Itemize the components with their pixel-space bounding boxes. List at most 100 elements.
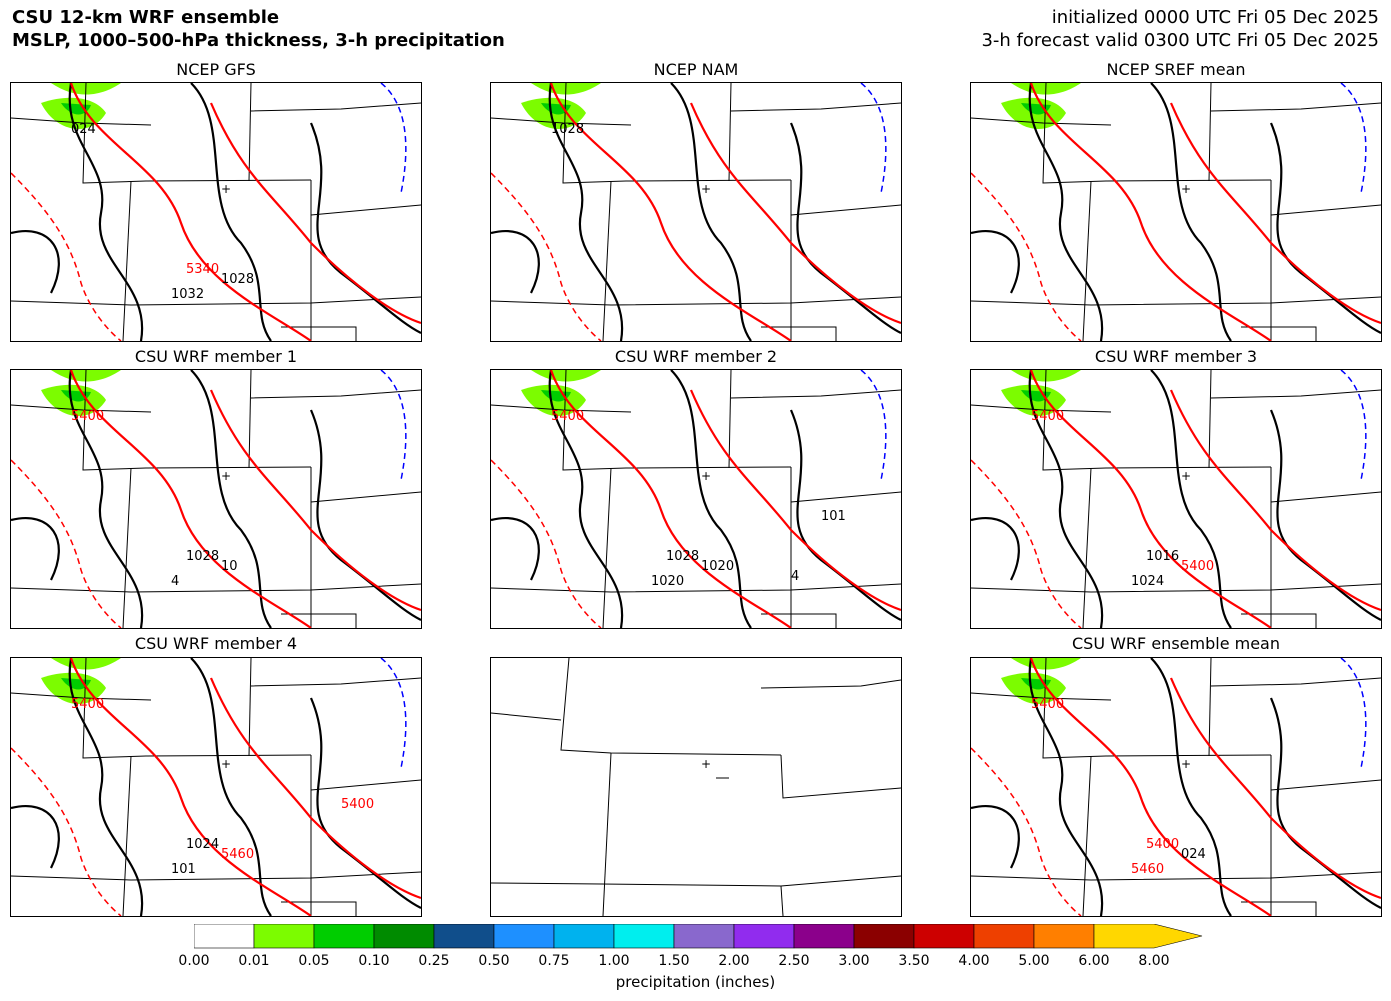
state-border — [602, 467, 612, 628]
thickness-contour-dashed — [11, 172, 122, 341]
mslp-contour — [68, 658, 144, 916]
contour-label: 5400 — [1031, 409, 1064, 424]
state-border — [1241, 901, 1317, 916]
thickness-540-contour — [380, 370, 407, 481]
state-border — [761, 613, 837, 628]
station-marker: + — [221, 182, 231, 196]
state-border — [1241, 326, 1317, 341]
precip-area — [541, 103, 571, 115]
station-marker: + — [1181, 469, 1191, 483]
thickness-contour-dashed — [491, 172, 602, 341]
thickness-contour — [1029, 658, 1272, 916]
state-border — [730, 102, 901, 112]
state-border — [11, 583, 421, 593]
state-border — [1210, 677, 1381, 687]
state-border — [248, 658, 252, 757]
map-panel: +5400 1028 4 10 — [10, 369, 422, 629]
mslp-contour — [1150, 658, 1232, 916]
thickness-contour — [209, 389, 421, 612]
colorbar-tick-label: 6.00 — [1078, 953, 1110, 969]
state-border — [281, 901, 357, 916]
colorbar-swatch — [793, 923, 855, 949]
station-marker: + — [1181, 182, 1191, 196]
colorbar-tick-label: 3.50 — [898, 953, 930, 969]
state-border — [1082, 755, 1092, 916]
state-border — [122, 180, 132, 341]
thickness-contour-dashed — [491, 459, 602, 628]
state-border — [1210, 102, 1381, 112]
colorbar-swatch — [973, 923, 1035, 949]
map-panel: +024 5340 1032 1028 — [10, 82, 422, 342]
mslp-contour — [11, 230, 60, 294]
figure-subtitle: MSLP, 1000–500-hPa thickness, 3-h precip… — [12, 30, 505, 51]
state-border — [790, 204, 901, 216]
state-border — [1270, 491, 1381, 503]
mslp-contour — [1269, 697, 1381, 909]
state-border — [1210, 389, 1381, 399]
map-panel: +5400 5400 5460 024 — [970, 657, 1382, 917]
thickness-contour — [209, 102, 421, 325]
colorbar-swatch — [493, 923, 555, 949]
colorbar-tick-label: 0.05 — [298, 953, 330, 969]
state-border — [491, 404, 632, 413]
thickness-540-contour — [380, 658, 407, 769]
state-border — [11, 692, 152, 701]
colorbar-tick-label: 1.50 — [658, 953, 690, 969]
thickness-contour-dashed — [11, 747, 122, 916]
mslp-contour — [491, 517, 540, 581]
precip-area — [1021, 678, 1051, 690]
thickness-contour — [1169, 677, 1381, 900]
colorbar-tick-label: 4.00 — [958, 953, 990, 969]
state-border — [1208, 83, 1212, 182]
colorbar-tick-label: 5.00 — [1018, 953, 1050, 969]
state-border — [11, 871, 421, 881]
mslp-contour — [309, 409, 421, 621]
state-border — [562, 83, 792, 184]
mslp-contour — [1028, 83, 1104, 341]
state-border — [730, 389, 901, 399]
colorbar-svg — [193, 923, 1203, 949]
contour-label: 1020 — [701, 559, 734, 574]
state-border — [728, 370, 732, 469]
state-border — [780, 754, 901, 799]
colorbar-tick-label: 0.50 — [478, 953, 510, 969]
state-border — [491, 583, 901, 593]
station-marker: + — [221, 469, 231, 483]
state-border — [310, 204, 421, 216]
thickness-contour — [549, 83, 792, 341]
map-panel: + — [970, 82, 1382, 342]
state-border — [1270, 779, 1381, 791]
thickness-contour — [1029, 370, 1272, 628]
state-border — [491, 875, 901, 887]
panel-title: CSU WRF ensemble mean — [1071, 634, 1280, 653]
station-marker: + — [701, 757, 711, 771]
mslp-contour — [190, 370, 272, 628]
mslp-contour — [670, 370, 752, 628]
state-border — [971, 583, 1381, 593]
map-panel: +5400 1028 1020 1020 101 4 — [490, 369, 902, 629]
thickness-contour-dashed — [971, 172, 1082, 341]
state-border — [761, 326, 837, 341]
panel-title: CSU WRF member 4 — [134, 634, 298, 653]
state-border — [248, 370, 252, 469]
contour-label: 5400 — [71, 409, 104, 424]
colorbar-tick-label: 0.75 — [538, 953, 570, 969]
thickness-contour — [209, 677, 421, 900]
colorbar-tick-label: 0.10 — [358, 953, 390, 969]
contour-label: 5340 — [186, 262, 219, 277]
state-border — [250, 102, 421, 112]
contour-label: 024 — [71, 122, 96, 137]
state-border — [11, 117, 152, 126]
state-border — [310, 491, 421, 503]
mslp-contour — [971, 805, 1020, 869]
map-panel-svg: +5400 5400 5460 024 — [971, 658, 1381, 916]
colorbar-tick-label: 2.00 — [718, 953, 750, 969]
state-border — [971, 296, 1381, 306]
map-panel-svg: +1028 — [491, 83, 901, 341]
state-border — [790, 491, 901, 503]
panel-title: CSU WRF member 2 — [614, 347, 778, 366]
map-panel: +1028 — [490, 82, 902, 342]
map-panel: +5400 1024 101 5460 5400 — [10, 657, 422, 917]
contour-label: 1024 — [1131, 574, 1164, 589]
contour-label: 5460 — [221, 847, 254, 862]
